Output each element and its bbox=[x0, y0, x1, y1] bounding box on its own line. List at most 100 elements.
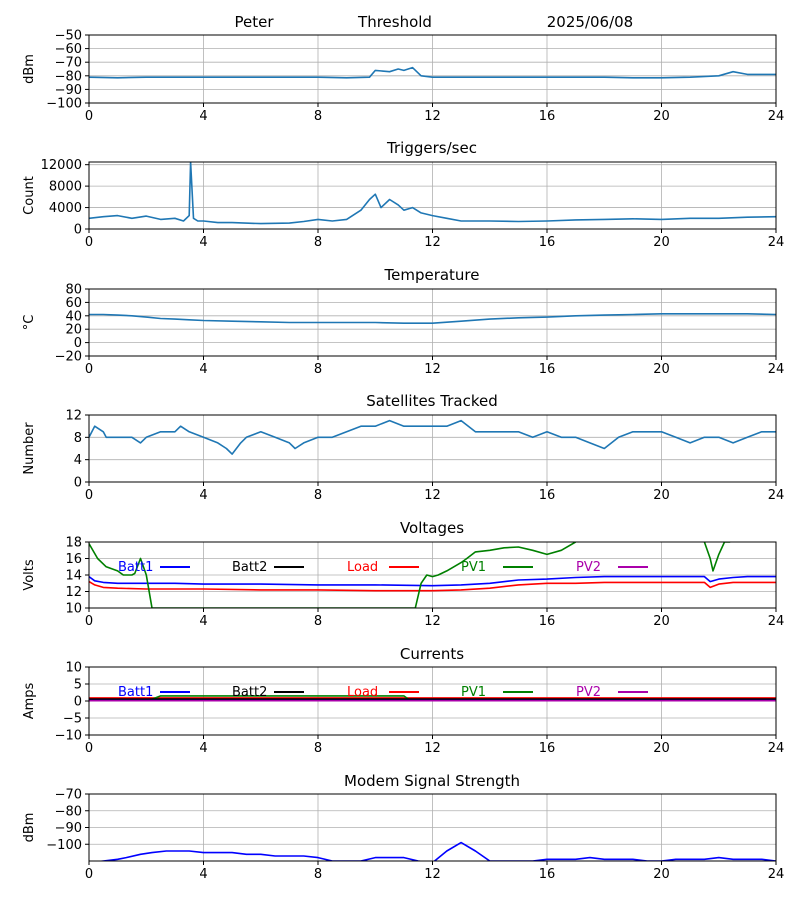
y-tick-label: 5 bbox=[74, 678, 82, 693]
x-tick-label: 0 bbox=[85, 867, 93, 882]
x-tick-label: 20 bbox=[653, 235, 670, 250]
chart-title: Voltages bbox=[400, 519, 464, 537]
legend-label: Load bbox=[347, 560, 378, 575]
y-tick-label: −20 bbox=[55, 350, 82, 365]
legend-label: PV2 bbox=[576, 685, 601, 700]
y-axis-label: Count bbox=[22, 176, 37, 215]
y-tick-label: 40 bbox=[65, 309, 82, 324]
x-tick-label: 12 bbox=[424, 741, 441, 756]
legend-label: Batt1 bbox=[118, 685, 153, 700]
x-tick-label: 16 bbox=[539, 362, 556, 377]
y-axis-label: Number bbox=[22, 422, 37, 475]
x-tick-label: 12 bbox=[424, 362, 441, 377]
series-group bbox=[96, 841, 776, 861]
series-line-pv1 bbox=[89, 542, 577, 608]
y-axis-label: Amps bbox=[22, 682, 37, 719]
x-tick-label: 24 bbox=[768, 362, 785, 377]
chart-panel-7: 0 4 8 12 16 20 24 −100 −90 −80−70 dBm Modem Signal … bbox=[22, 772, 784, 882]
x-tick-label: 0 bbox=[85, 741, 93, 756]
y-tick-label: −10 bbox=[55, 729, 82, 744]
series-group bbox=[89, 66, 776, 79]
y-tick-label: 8000 bbox=[49, 180, 82, 195]
x-tick-label: 24 bbox=[768, 741, 785, 756]
x-tick-label: 12 bbox=[424, 614, 441, 629]
x-tick-label: 0 bbox=[85, 614, 93, 629]
y-tick-label: −80 bbox=[55, 804, 82, 819]
y-tick-label: 20 bbox=[65, 323, 82, 338]
y-tick-label: −100 bbox=[46, 97, 82, 112]
x-tick-label: 4 bbox=[199, 362, 207, 377]
series-group bbox=[89, 542, 776, 608]
chart-title: Currents bbox=[400, 645, 464, 663]
x-tick-label: 20 bbox=[653, 741, 670, 756]
y-tick-label: 10 bbox=[65, 661, 82, 676]
x-tick-label: 16 bbox=[539, 614, 556, 629]
x-tick-label: 24 bbox=[768, 867, 785, 882]
legend-label: Batt1 bbox=[118, 560, 153, 575]
x-tick-label: 20 bbox=[653, 109, 670, 124]
series-line-batt1 bbox=[89, 575, 776, 587]
series-line-data bbox=[89, 66, 776, 79]
x-tick-label: 4 bbox=[199, 867, 207, 882]
y-tick-label: −100 bbox=[46, 838, 82, 853]
series-line-pv1b bbox=[703, 542, 731, 572]
y-tick-label: 80 bbox=[65, 283, 82, 298]
chart-title-part: Threshold bbox=[357, 13, 432, 31]
chart-panel-2: 0 4 8 12 16 20 24 0 4000 8000 12000 Count Triggers/s… bbox=[22, 139, 784, 250]
x-tick-label: 16 bbox=[539, 867, 556, 882]
y-tick-label: 0 bbox=[74, 223, 82, 238]
chart-panel-1: 0 4 8 12 16 20 24 −100−90−80−70−60−50 dBm Peter Th… bbox=[22, 13, 784, 124]
x-tick-label: 24 bbox=[768, 109, 785, 124]
y-tick-label: 12 bbox=[65, 585, 82, 600]
y-tick-label: 16 bbox=[65, 552, 82, 567]
x-tick-label: 4 bbox=[199, 614, 207, 629]
x-tick-label: 8 bbox=[314, 362, 322, 377]
legend-label: PV1 bbox=[461, 685, 486, 700]
x-tick-label: 0 bbox=[85, 488, 93, 503]
x-tick-label: 12 bbox=[424, 235, 441, 250]
y-tick-label: −60 bbox=[55, 42, 82, 57]
series-group bbox=[89, 162, 776, 225]
x-tick-label: 4 bbox=[199, 488, 207, 503]
legend-label: Batt2 bbox=[232, 685, 267, 700]
x-tick-label: 16 bbox=[539, 235, 556, 250]
y-axis-label: dBm bbox=[22, 54, 37, 84]
y-axis-label: Volts bbox=[22, 559, 37, 591]
y-tick-label: 0 bbox=[74, 476, 82, 491]
chart-title: Modem Signal Strength bbox=[344, 772, 520, 790]
x-tick-label: 16 bbox=[539, 741, 556, 756]
series-group bbox=[89, 419, 776, 455]
legend-label: Load bbox=[347, 685, 378, 700]
x-tick-label: 4 bbox=[199, 235, 207, 250]
x-tick-label: 20 bbox=[653, 488, 670, 503]
x-tick-label: 24 bbox=[768, 235, 785, 250]
x-tick-label: 4 bbox=[199, 741, 207, 756]
chart-panel-4: 0 4 8 12 16 20 24 0 4 8 12 Number Satellites Tracked bbox=[22, 392, 784, 503]
x-tick-label: 8 bbox=[314, 614, 322, 629]
x-tick-label: 24 bbox=[768, 614, 785, 629]
x-tick-label: 0 bbox=[85, 362, 93, 377]
chart-title: Satellites Tracked bbox=[366, 392, 497, 410]
chart-title: Triggers/sec bbox=[386, 139, 477, 157]
y-tick-label: 60 bbox=[65, 296, 82, 311]
y-tick-label: −70 bbox=[55, 56, 82, 71]
y-tick-label: 12000 bbox=[41, 158, 82, 173]
x-tick-label: 12 bbox=[424, 488, 441, 503]
y-tick-label: 4 bbox=[74, 453, 82, 468]
series-line-data bbox=[89, 312, 776, 325]
series-line-data bbox=[89, 419, 776, 455]
x-tick-label: 20 bbox=[653, 614, 670, 629]
x-tick-label: 20 bbox=[653, 867, 670, 882]
x-tick-label: 0 bbox=[85, 109, 93, 124]
series-line-data bbox=[89, 162, 776, 225]
series-group bbox=[89, 695, 776, 702]
legend-label: PV1 bbox=[461, 560, 486, 575]
x-tick-label: 0 bbox=[85, 235, 93, 250]
x-tick-label: 8 bbox=[314, 235, 322, 250]
y-tick-label: 8 bbox=[74, 431, 82, 446]
x-tick-label: 16 bbox=[539, 109, 556, 124]
y-tick-label: −50 bbox=[55, 29, 82, 44]
